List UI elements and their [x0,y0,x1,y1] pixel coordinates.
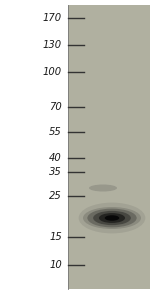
Ellipse shape [93,211,131,225]
Ellipse shape [99,213,125,223]
Ellipse shape [79,203,145,233]
Text: 55: 55 [49,127,62,137]
Text: 100: 100 [43,67,62,77]
Text: 25: 25 [49,191,62,201]
Text: 15: 15 [49,232,62,242]
Ellipse shape [105,215,119,221]
Ellipse shape [83,207,141,229]
Text: 10: 10 [49,260,62,270]
Text: 40: 40 [49,153,62,163]
Text: 170: 170 [43,13,62,23]
Text: 35: 35 [49,167,62,177]
Text: 130: 130 [43,40,62,50]
Ellipse shape [87,209,137,227]
Ellipse shape [89,185,117,191]
Text: 70: 70 [49,102,62,112]
Bar [68,5,150,289]
